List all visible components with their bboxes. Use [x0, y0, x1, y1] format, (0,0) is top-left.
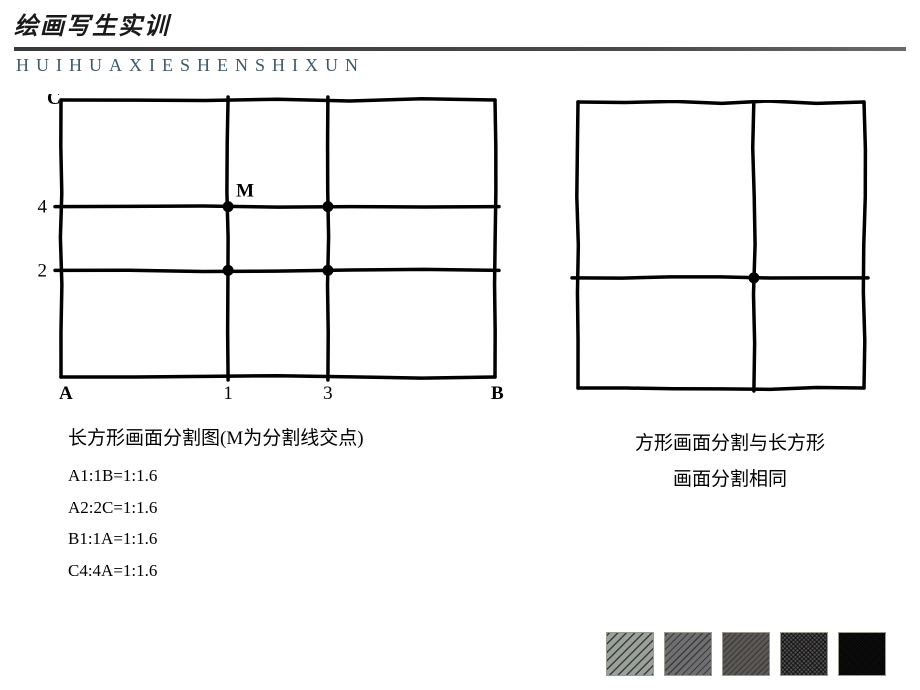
- ratio-line: C4:4A=1:1.6: [68, 555, 534, 586]
- diagrams-row: 1 3 4 2 C A B M 长方形画面分割图(M为分割线交点) A1:1B=1:1.6A2…: [0, 76, 920, 586]
- header-divider: [14, 47, 906, 51]
- rect-diagram: 1 3 4 2 C A B M: [34, 94, 534, 414]
- page-title: 绘画写生实训: [14, 6, 906, 41]
- page-header: 绘画写生实训 HUIHUAXIESHENSHIXUN: [0, 0, 920, 76]
- square-diagram: [570, 100, 890, 410]
- svg-text:M: M: [236, 181, 254, 202]
- svg-text:A: A: [59, 383, 73, 404]
- square-diagram-caption: 方形画面分割与长方形 画面分割相同: [570, 426, 890, 498]
- square-diagram-panel: 方形画面分割与长方形 画面分割相同: [570, 100, 890, 586]
- ratio-list: A1:1B=1:1.6A2:2C=1:1.6B1:1A=1:1.6C4:4A=1…: [34, 460, 534, 586]
- caption-line: 方形画面分割与长方形: [635, 433, 825, 454]
- svg-text:B: B: [491, 383, 504, 404]
- page-subtitle: HUIHUAXIESHENSHIXUN: [14, 55, 906, 76]
- caption-line: 画面分割相同: [673, 469, 787, 490]
- value-swatches: [606, 632, 886, 676]
- value-swatch: [838, 632, 886, 676]
- svg-text:4: 4: [38, 197, 48, 218]
- ratio-line: A2:2C=1:1.6: [68, 492, 534, 523]
- ratio-line: B1:1A=1:1.6: [68, 523, 534, 554]
- svg-text:2: 2: [38, 260, 48, 281]
- svg-text:1: 1: [223, 383, 233, 404]
- rect-diagram-panel: 1 3 4 2 C A B M 长方形画面分割图(M为分割线交点) A1:1B=1:1.6A2…: [34, 94, 534, 586]
- svg-text:C: C: [47, 94, 61, 109]
- value-swatch: [606, 632, 654, 676]
- value-swatch: [780, 632, 828, 676]
- svg-text:3: 3: [323, 383, 333, 404]
- ratio-line: A1:1B=1:1.6: [68, 460, 534, 491]
- value-swatch: [722, 632, 770, 676]
- rect-diagram-caption: 长方形画面分割图(M为分割线交点): [34, 424, 534, 454]
- value-swatch: [664, 632, 712, 676]
